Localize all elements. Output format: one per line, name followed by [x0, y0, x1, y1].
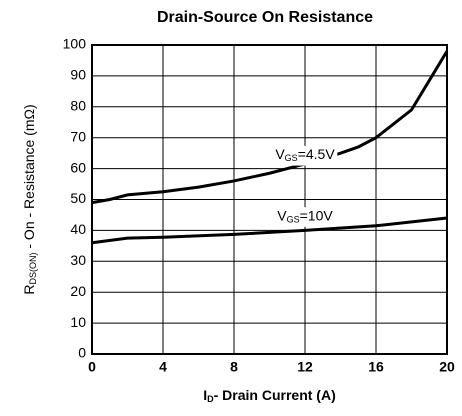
label-background [275, 207, 336, 227]
x-axis-label: ID- Drain Current (A) [203, 387, 336, 405]
x-tick-label: 0 [88, 359, 96, 375]
y-axis-label-main: R [21, 285, 37, 295]
line [91, 50, 449, 205]
y-tick-label: 80 [70, 98, 86, 114]
label-background [273, 145, 338, 166]
y-tick-label: 30 [70, 252, 86, 268]
series-label-sub: GS [285, 154, 298, 164]
y-tick-label: 90 [70, 67, 86, 83]
y-tick-label: 50 [70, 190, 86, 206]
y-axis-label: RDS(ON) - On - Resistance (mΩ) [21, 104, 39, 294]
series-label-main: V [277, 207, 287, 223]
series-label: VGS=10V [277, 207, 333, 225]
x-tick-label: 12 [297, 359, 313, 375]
series-label-sub: GS [287, 215, 300, 225]
y-tick-label: 60 [70, 159, 86, 175]
series-label-rest: =10V [300, 207, 334, 223]
y-tick-label: 40 [70, 221, 86, 237]
y-tick-label: 0 [78, 345, 86, 361]
x-tick-label: 16 [368, 359, 384, 375]
x-axis-label-rest: - Drain Current (A) [214, 387, 336, 403]
x-axis-label-main: I [203, 387, 207, 403]
y-tick-label: 10 [70, 314, 86, 330]
x-axis-label-sub: D [207, 394, 214, 404]
plot-frame [91, 44, 448, 355]
y-axis-label-rest: - On - Resistance (mΩ) [21, 104, 37, 252]
x-tick-label: 4 [159, 359, 167, 375]
x-tick-label: 20 [439, 359, 455, 375]
y-axis-label-sub: DS(ON) [28, 253, 38, 285]
line [91, 216, 448, 245]
y-tick-label: 20 [70, 283, 86, 299]
series-label: VGS=4.5V [275, 146, 335, 164]
series-label-main: V [275, 146, 285, 162]
x-tick-label: 8 [230, 359, 238, 375]
y-tick-label: 70 [70, 128, 86, 144]
chart-title: Drain-Source On Resistance [157, 9, 373, 26]
y-tick-label: 100 [63, 36, 87, 52]
series-label-rest: =4.5V [298, 146, 336, 162]
